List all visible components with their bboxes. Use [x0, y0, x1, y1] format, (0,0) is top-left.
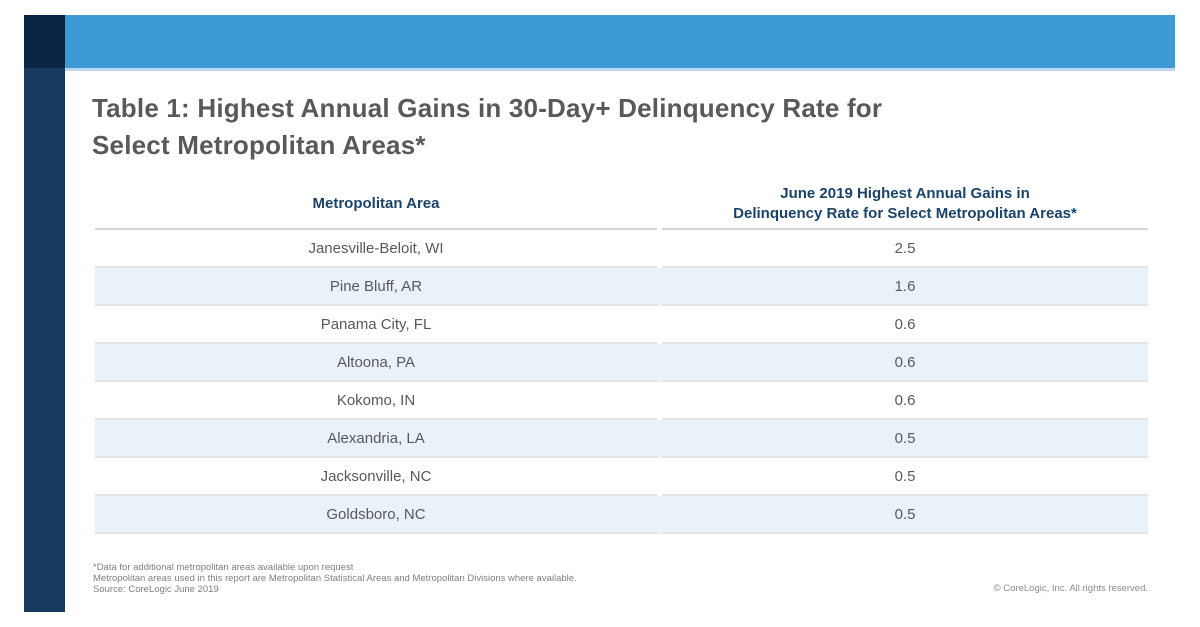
footnote-line: *Data for additional metropolitan areas … — [93, 562, 354, 573]
left-accent-bar — [24, 15, 65, 612]
table-body: Janesville-Beloit, WI 2.5 Pine Bluff, AR… — [95, 230, 1148, 534]
area-cell: Alexandria, LA — [95, 420, 657, 458]
page-title-line2: Select Metropolitan Areas* — [92, 130, 426, 160]
column-header-metropolitan-area: Metropolitan Area — [95, 180, 657, 230]
value-cell: 0.6 — [662, 382, 1148, 420]
table-row: Pine Bluff, AR 1.6 — [95, 268, 1148, 306]
value-cell: 0.5 — [662, 458, 1148, 496]
value-cell: 1.6 — [662, 268, 1148, 306]
area-cell: Panama City, FL — [95, 306, 657, 344]
page-title-line1: Table 1: Highest Annual Gains in 30-Day+… — [92, 93, 883, 123]
value-cell: 0.6 — [662, 344, 1148, 382]
value-cell: 0.6 — [662, 306, 1148, 344]
top-accent-bar — [65, 15, 1175, 71]
table-row: Panama City, FL 0.6 — [95, 306, 1148, 344]
page-title: Table 1: Highest Annual Gains in 30-Day+… — [92, 90, 1072, 164]
value-cell: 2.5 — [662, 230, 1148, 268]
footnote-line: Source: CoreLogic June 2019 — [93, 584, 219, 595]
table-row: Alexandria, LA 0.5 — [95, 420, 1148, 458]
table-header-row: Metropolitan Area June 2019 Highest Annu… — [95, 180, 1148, 230]
table-row: Kokomo, IN 0.6 — [95, 382, 1148, 420]
table-row: Altoona, PA 0.6 — [95, 344, 1148, 382]
value-cell: 0.5 — [662, 420, 1148, 458]
footnote-line: Metropolitan areas used in this report a… — [93, 573, 577, 584]
table-row: Jacksonville, NC 0.5 — [95, 458, 1148, 496]
area-cell: Altoona, PA — [95, 344, 657, 382]
area-cell: Kokomo, IN — [95, 382, 657, 420]
table-row: Goldsboro, NC 0.5 — [95, 496, 1148, 534]
left-accent-bar-dark-block — [24, 15, 65, 68]
copyright-notice: © CoreLogic, Inc. All rights reserved. — [993, 583, 1148, 594]
area-cell: Pine Bluff, AR — [95, 268, 657, 306]
table-row: Janesville-Beloit, WI 2.5 — [95, 230, 1148, 268]
delinquency-table: Metropolitan Area June 2019 Highest Annu… — [95, 180, 1148, 534]
area-cell: Janesville-Beloit, WI — [95, 230, 657, 268]
footnotes: *Data for additional metropolitan areas … — [93, 562, 577, 595]
column-header-annual-gains: June 2019 Highest Annual Gains in Delinq… — [662, 180, 1148, 230]
area-cell: Goldsboro, NC — [95, 496, 657, 534]
area-cell: Jacksonville, NC — [95, 458, 657, 496]
value-cell: 0.5 — [662, 496, 1148, 534]
